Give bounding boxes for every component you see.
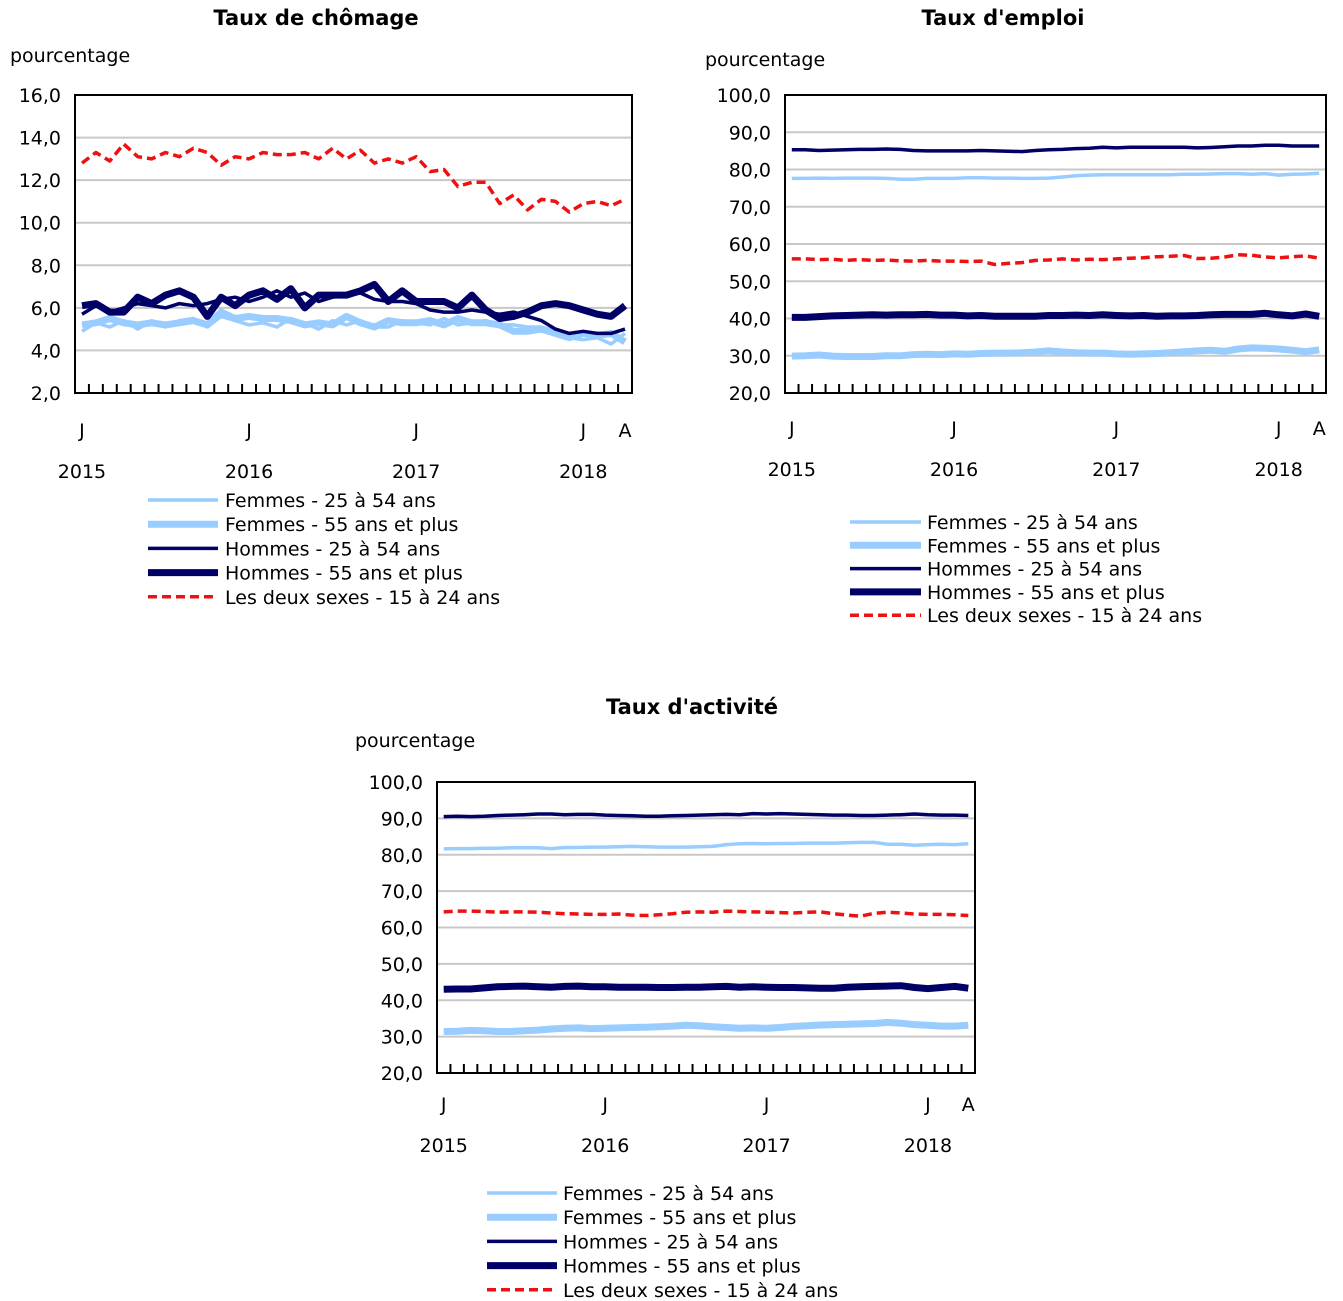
x-year-label: 2018 xyxy=(1254,459,1302,481)
y-tick-label: 30,0 xyxy=(729,346,771,368)
series-line-les-deux-sexes-15-a-24-ans xyxy=(443,909,969,918)
series-line-les-deux-sexes-15-a-24-ans xyxy=(791,253,1320,267)
x-month-label: A xyxy=(619,420,632,442)
x-month-label: J xyxy=(788,418,795,440)
x-month-label: J xyxy=(412,420,419,442)
y-tick-label: 2,0 xyxy=(31,383,61,405)
x-year-label: 2017 xyxy=(1092,459,1140,481)
y-tick-label: 90,0 xyxy=(729,122,771,144)
x-year-label: 2016 xyxy=(930,459,978,481)
legend-label: Femmes - 55 ans et plus xyxy=(225,514,458,536)
y-tick-label: 40,0 xyxy=(381,990,423,1012)
x-year-label: 2016 xyxy=(581,1135,629,1157)
series-line-femmes-55-ans-et-plus xyxy=(791,344,1320,360)
legend-label: Femmes - 25 à 54 ans xyxy=(563,1183,774,1205)
series-line-hommes-25-a-54-ans xyxy=(791,143,1320,154)
legend-label: Femmes - 25 à 54 ans xyxy=(225,490,436,512)
x-year-label: 2017 xyxy=(742,1135,790,1157)
y-tick-label: 100,0 xyxy=(369,772,423,794)
chart-emploi: Taux d'emploi pourcentage 20,0 30,0 40,0 50,0… xyxy=(705,6,1327,627)
x-month-label: J xyxy=(1275,418,1282,440)
y-tick-label: 50,0 xyxy=(729,271,771,293)
legend-label: Les deux sexes - 15 à 24 ans xyxy=(225,587,500,609)
legend-label: Hommes - 25 à 54 ans xyxy=(927,559,1142,581)
x-month-label: J xyxy=(924,1094,931,1116)
y-tick-label: 16,0 xyxy=(19,85,61,107)
x-month-label: J xyxy=(440,1094,447,1116)
legend-label: Hommes - 25 à 54 ans xyxy=(563,1231,778,1253)
y-tick-label: 100,0 xyxy=(717,85,771,107)
series-line-femmes-55-ans-et-plus xyxy=(443,1018,969,1035)
chart-title: Taux d'emploi xyxy=(921,6,1084,30)
legend-label: Hommes - 55 ans et plus xyxy=(927,582,1165,604)
y-tick-label: 4,0 xyxy=(31,340,61,362)
y-unit-label: pourcentage xyxy=(10,45,130,67)
x-month-label: J xyxy=(601,1094,608,1116)
legend-label: Femmes - 55 ans et plus xyxy=(927,535,1160,557)
x-year-label: 2015 xyxy=(58,461,106,483)
legend-label: Hommes - 25 à 54 ans xyxy=(225,538,440,560)
series-line-femmes-55-ans-et-plus xyxy=(81,308,627,345)
y-tick-label: 20,0 xyxy=(381,1063,423,1085)
y-tick-label: 40,0 xyxy=(729,309,771,331)
y-tick-label: 80,0 xyxy=(381,845,423,867)
y-tick-label: 80,0 xyxy=(729,160,771,182)
x-month-label: J xyxy=(579,420,586,442)
y-unit-label: pourcentage xyxy=(355,730,475,752)
plot-frame xyxy=(74,94,633,394)
legend-label: Hommes - 55 ans et plus xyxy=(563,1256,801,1278)
series-line-hommes-25-a-54-ans xyxy=(443,811,969,819)
y-tick-label: 60,0 xyxy=(381,918,423,940)
legend-label: Femmes - 55 ans et plus xyxy=(563,1207,796,1229)
y-tick-label: 10,0 xyxy=(19,213,61,235)
y-unit-label: pourcentage xyxy=(705,49,825,71)
y-tick-label: 70,0 xyxy=(381,881,423,903)
series-line-femmes-25-a-54-ans xyxy=(791,171,1320,181)
y-tick-label: 50,0 xyxy=(381,954,423,976)
x-year-label: 2018 xyxy=(904,1135,952,1157)
x-year-label: 2017 xyxy=(392,461,440,483)
x-year-label: 2018 xyxy=(559,461,607,483)
y-tick-label: 6,0 xyxy=(31,298,61,320)
x-month-label: J xyxy=(763,1094,770,1116)
y-tick-label: 12,0 xyxy=(19,170,61,192)
x-month-label: A xyxy=(1313,418,1326,440)
series-line-hommes-55-ans-et-plus xyxy=(443,982,969,993)
x-month-label: J xyxy=(245,420,252,442)
x-month-label: A xyxy=(962,1094,975,1116)
x-month-label: J xyxy=(950,418,957,440)
series-line-hommes-55-ans-et-plus xyxy=(791,309,1320,321)
y-tick-label: 30,0 xyxy=(381,1027,423,1049)
y-tick-label: 14,0 xyxy=(19,128,61,150)
chart-chomage: Taux de chômage pourcentage 2,0 4,0 6,0 8,0 10… xyxy=(10,6,633,609)
chart-activite: Taux d'activité pourcentage 20,0 30,0 40,0 50… xyxy=(355,695,976,1301)
y-tick-label: 70,0 xyxy=(729,197,771,219)
y-tick-label: 60,0 xyxy=(729,234,771,256)
legend-label: Hommes - 55 ans et plus xyxy=(225,563,463,585)
series-line-les-deux-sexes-15-a-24-ans xyxy=(80,142,626,214)
legend-label: Les deux sexes - 15 à 24 ans xyxy=(927,605,1202,627)
y-tick-label: 20,0 xyxy=(729,383,771,405)
legend-label: Femmes - 25 à 54 ans xyxy=(927,512,1138,534)
x-year-label: 2016 xyxy=(225,461,273,483)
chart-title: Taux de chômage xyxy=(213,6,418,30)
x-month-label: J xyxy=(78,420,85,442)
legend-label: Les deux sexes - 15 à 24 ans xyxy=(563,1280,838,1301)
y-tick-label: 8,0 xyxy=(31,255,61,277)
series-line-hommes-55-ans-et-plus xyxy=(81,280,628,322)
x-year-label: 2015 xyxy=(768,459,816,481)
chart-title: Taux d'activité xyxy=(606,695,778,719)
x-year-label: 2015 xyxy=(420,1135,468,1157)
y-tick-label: 90,0 xyxy=(381,808,423,830)
x-month-label: J xyxy=(1113,418,1120,440)
series-line-femmes-25-a-54-ans xyxy=(443,840,969,851)
